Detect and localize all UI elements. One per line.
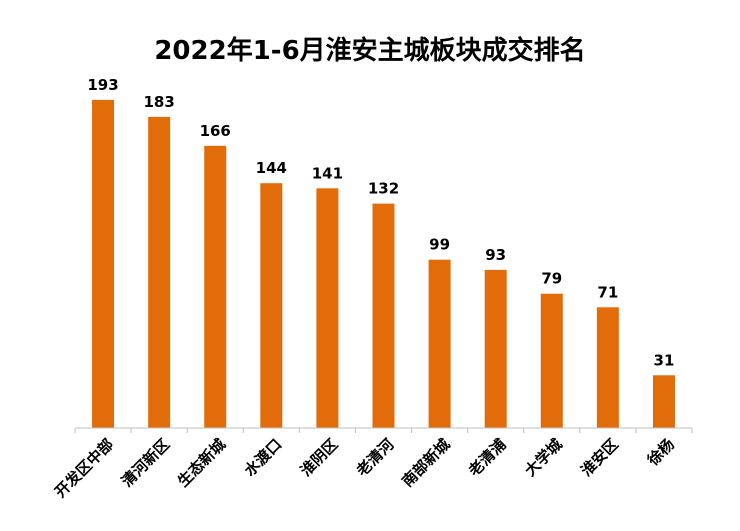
category-label: 水渡口 xyxy=(241,435,286,480)
category-label: 徐杨 xyxy=(643,435,678,470)
bar xyxy=(596,307,619,428)
data-label: 193 xyxy=(87,76,118,94)
bar xyxy=(372,203,395,428)
category-label: 老清浦 xyxy=(464,435,509,480)
data-label: 79 xyxy=(541,270,562,288)
bar xyxy=(148,116,171,429)
category-label: 淮阴区 xyxy=(297,435,342,480)
data-label: 183 xyxy=(143,93,174,111)
data-labels: 193 183 166 144 141 132 99 93 79 71 31 xyxy=(87,76,674,369)
data-label: 166 xyxy=(200,122,231,140)
x-axis-tick-labels: 开发区中部 清河新区 生态新城 水渡口 淮阴区 老清河 南部新城 老清浦 大学城 淮安区 徐杨 xyxy=(51,435,678,501)
data-label: 99 xyxy=(429,236,450,254)
data-label: 144 xyxy=(256,159,287,177)
bar xyxy=(204,145,227,429)
bar xyxy=(92,99,115,429)
category-label: 清河新区 xyxy=(118,435,173,490)
category-label: 南部新城 xyxy=(398,435,453,490)
data-label: 132 xyxy=(368,180,399,198)
bars-layer xyxy=(92,99,675,429)
category-label: 开发区中部 xyxy=(51,435,117,501)
category-label: 老清河 xyxy=(352,435,397,480)
data-label: 141 xyxy=(312,164,343,182)
bar xyxy=(484,269,507,428)
bar xyxy=(652,375,675,428)
category-label: 生态新城 xyxy=(174,435,229,490)
x-axis-ticks xyxy=(74,428,693,433)
bar xyxy=(260,183,283,428)
bar xyxy=(540,293,563,428)
data-label: 71 xyxy=(597,283,618,301)
bar xyxy=(428,259,451,428)
category-label: 淮安区 xyxy=(577,435,622,480)
category-label: 大学城 xyxy=(521,435,566,480)
chart-title: 2022年1-6月淮安主城板块成交排名 xyxy=(154,36,586,66)
data-label: 93 xyxy=(485,246,506,264)
data-label: 31 xyxy=(654,351,675,369)
bar xyxy=(316,188,339,428)
